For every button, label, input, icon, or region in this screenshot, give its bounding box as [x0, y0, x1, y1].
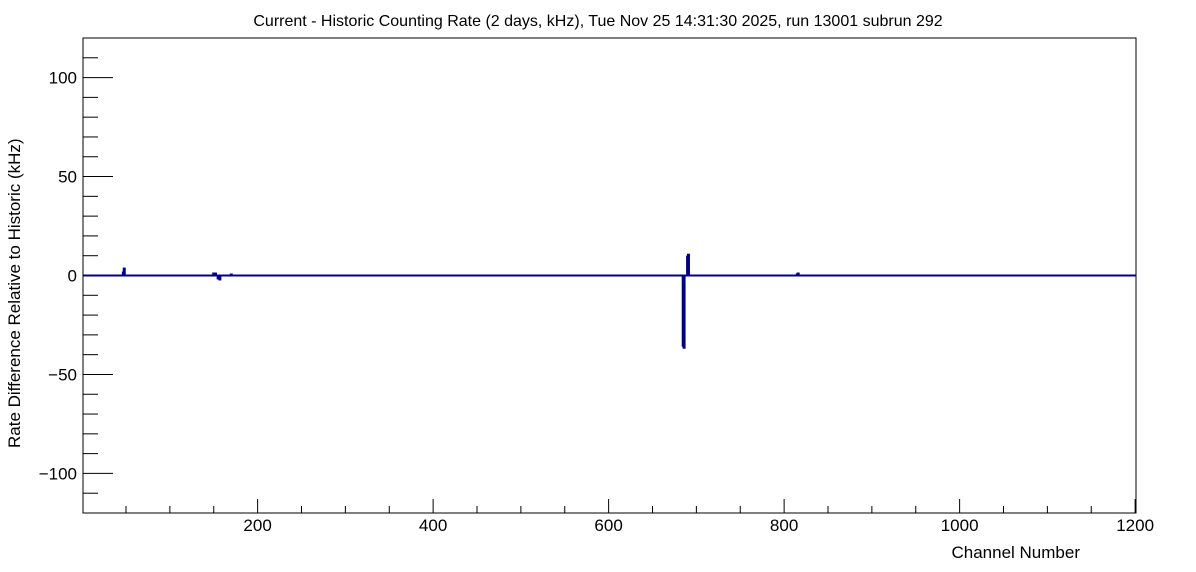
y-axis-label: Rate Difference Relative to Historic (kH…: [5, 138, 24, 448]
x-tick-label: 600: [594, 516, 622, 535]
y-tick-label: 50: [58, 168, 77, 187]
x-tick-label: 200: [243, 516, 271, 535]
x-tick-label: 800: [770, 516, 798, 535]
y-tick-label: −100: [39, 464, 77, 483]
y-tick-label: −50: [48, 365, 77, 384]
x-axis-label: Channel Number: [951, 543, 1080, 562]
x-tick-label: 1000: [941, 516, 979, 535]
chart-title: Current - Historic Counting Rate (2 days…: [253, 13, 942, 30]
y-tick-label: 0: [68, 267, 77, 286]
x-tick-label: 1200: [1116, 516, 1154, 535]
y-tick-label: 100: [49, 69, 77, 88]
y-axis-tick-labels: −100 −50 0 50 100: [39, 69, 77, 484]
data-bars: [121, 253, 1041, 349]
x-axis-tick-labels: 200 400 600 800 1000 1200: [243, 516, 1154, 535]
x-tick-label: 400: [419, 516, 447, 535]
x-axis-ticks: [125, 499, 1136, 513]
